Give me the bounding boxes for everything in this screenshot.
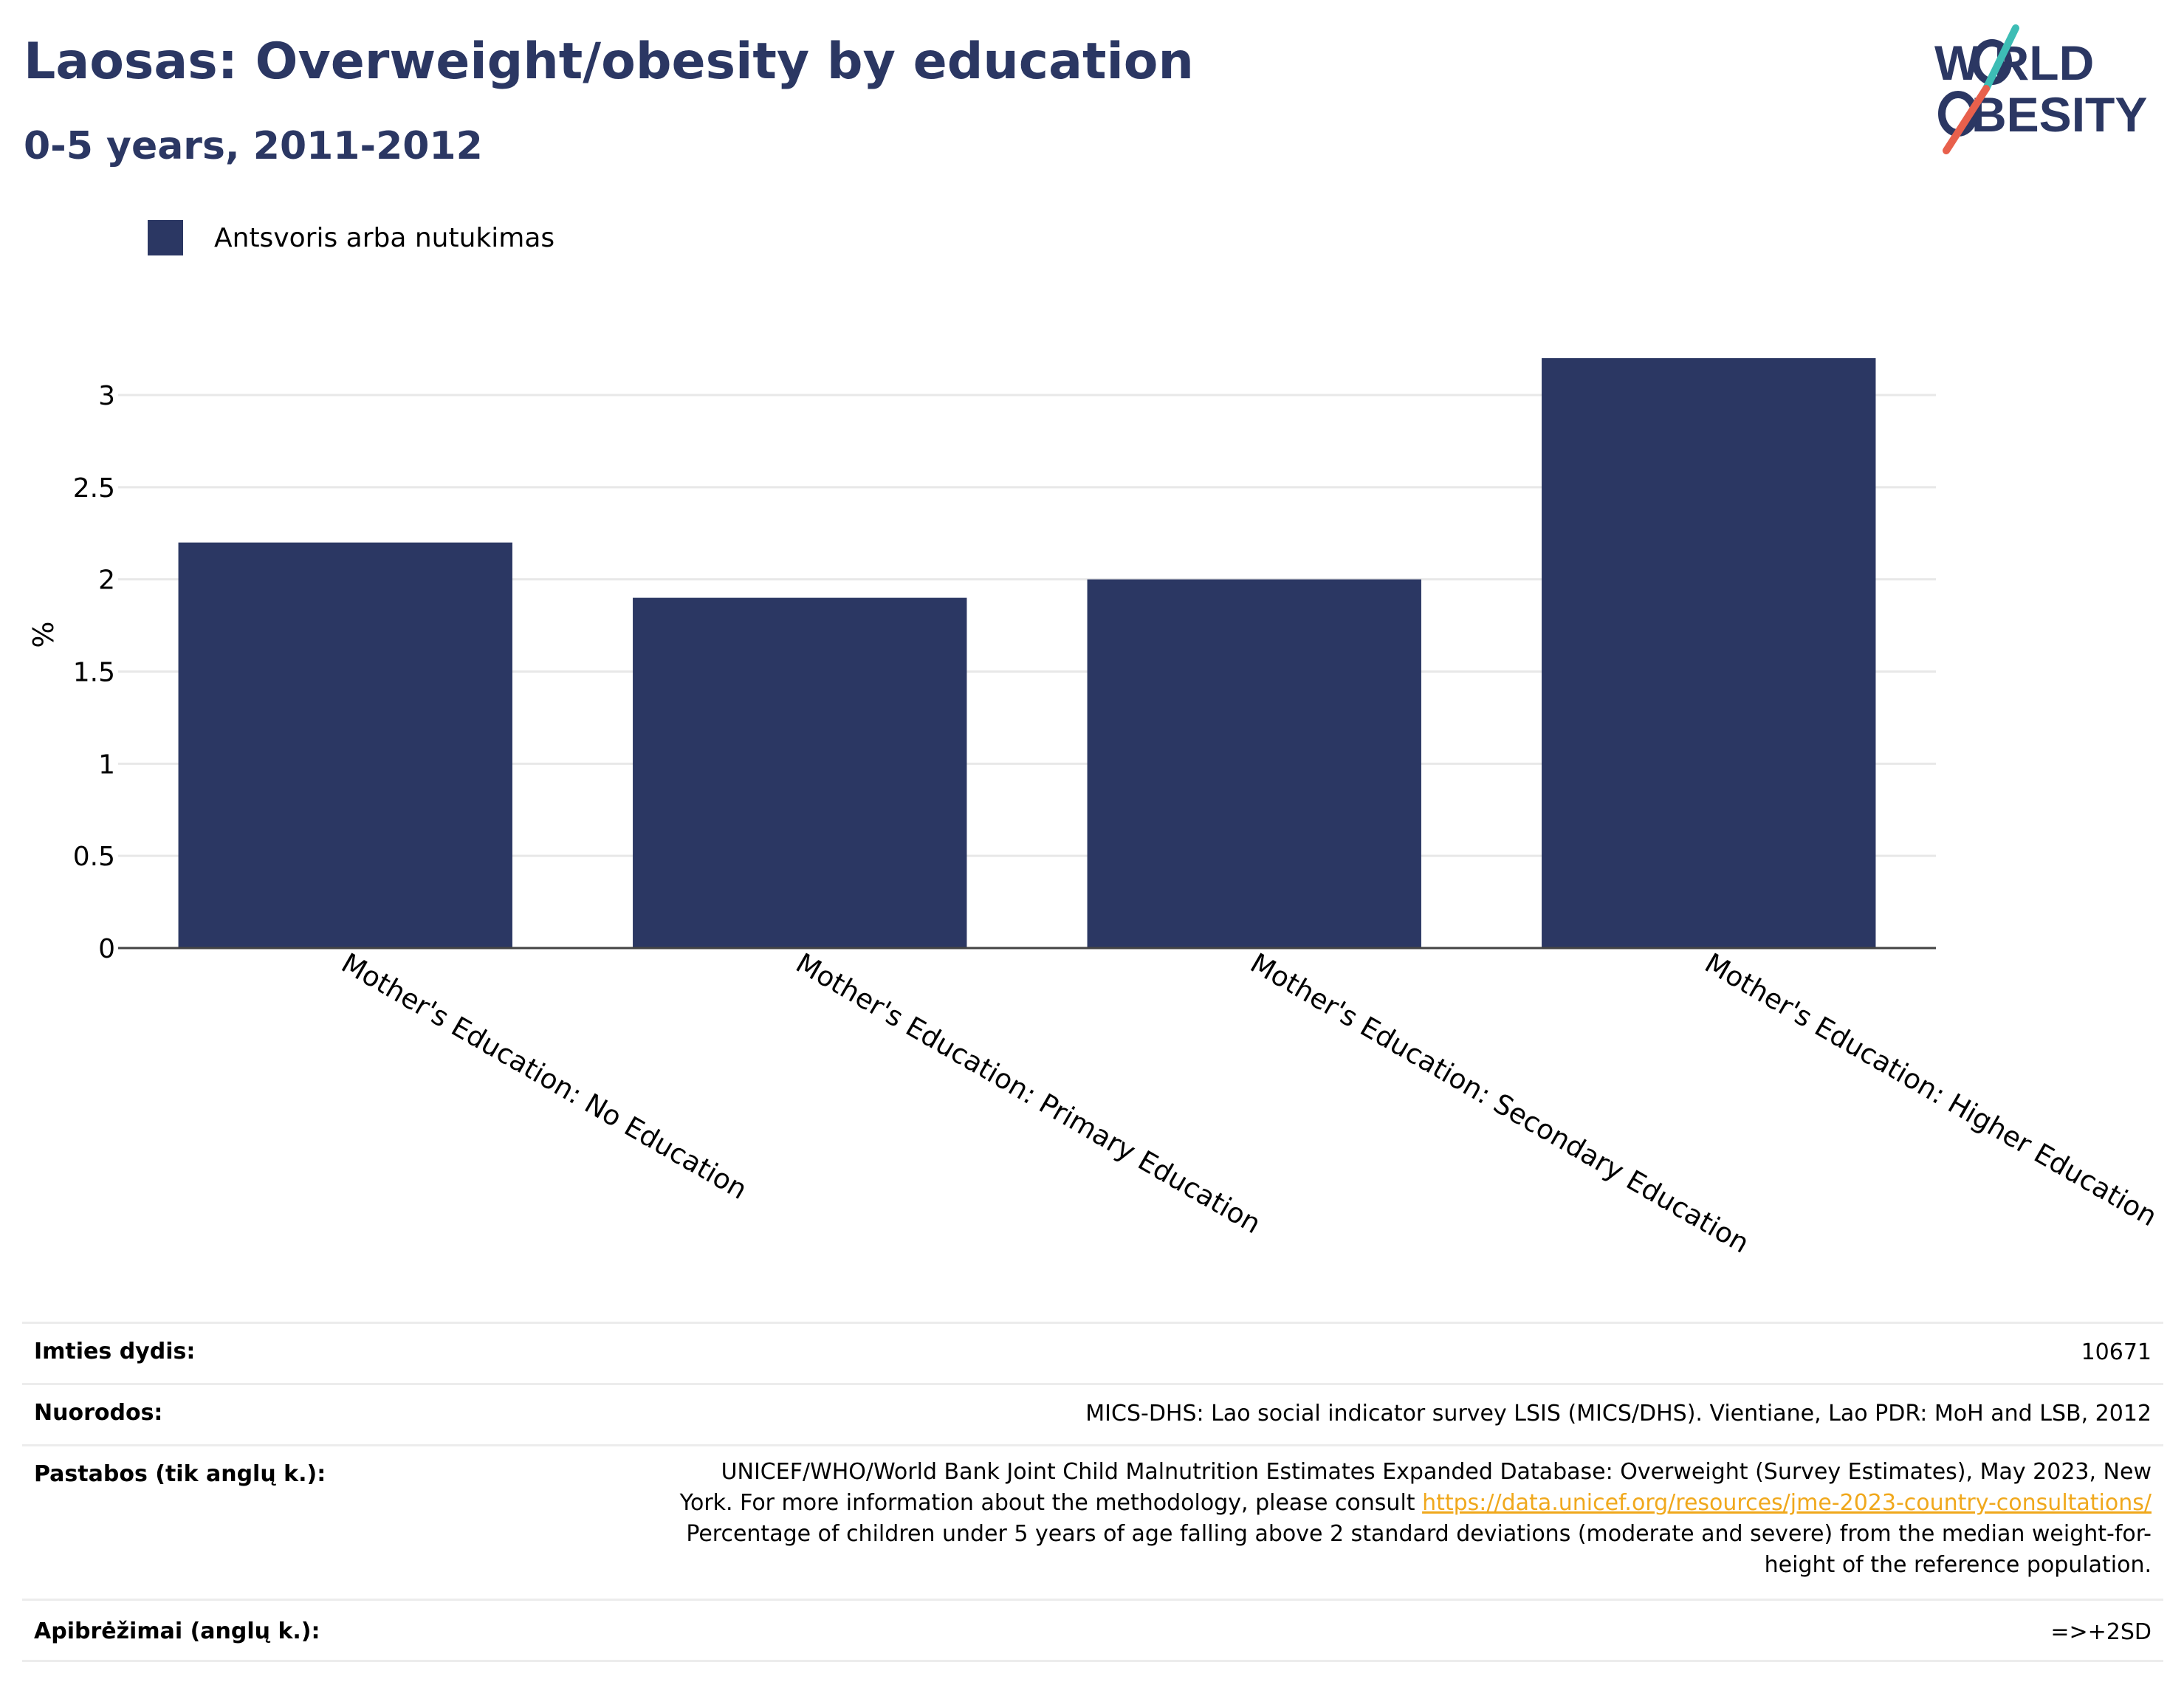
info-row-notes: Pastabos (tik anglų k.): UNICEF/WHO/Worl… bbox=[22, 1444, 2163, 1599]
references-value: MICS-DHS: Lao social indicator survey LS… bbox=[1085, 1401, 2152, 1427]
bar bbox=[178, 542, 512, 948]
notes-link[interactable]: https://data.unicef.org/resources/jme-20… bbox=[1422, 1490, 2152, 1516]
y-tick-label: 2.5 bbox=[73, 473, 115, 504]
info-row-references: Nuorodos: MICS-DHS: Lao social indicator… bbox=[22, 1383, 2163, 1444]
y-tick-label: 0.5 bbox=[73, 842, 115, 872]
notes-line-1: UNICEF/WHO/World Bank Joint Child Malnut… bbox=[721, 1459, 2152, 1485]
definitions-label: Apibrėžimai (anglų k.): bbox=[34, 1618, 320, 1644]
info-row-definitions: Apibrėžimai (anglų k.): =>+2SD bbox=[22, 1599, 2163, 1662]
chart-subtitle: 0-5 years, 2011-2012 bbox=[24, 124, 483, 168]
notes-line-2-text: York. For more information about the met… bbox=[679, 1490, 1415, 1516]
y-tick-label: 1 bbox=[98, 749, 115, 780]
info-table: Imties dydis: 10671 Nuorodos: MICS-DHS: … bbox=[22, 1322, 2163, 1662]
x-tick-label: Mother's Education: No Education bbox=[336, 947, 752, 1206]
notes-line-4: height of the reference population. bbox=[1764, 1552, 2152, 1578]
y-axis-label: % bbox=[27, 622, 60, 648]
y-tick-label: 0 bbox=[98, 934, 115, 964]
chart-title: Laosas: Overweight/obesity by education bbox=[24, 32, 1194, 91]
x-tick-label: Mother's Education: Secondary Education bbox=[1245, 947, 1754, 1260]
sample-size-value: 10671 bbox=[2081, 1339, 2152, 1365]
world-obesity-logo: W RLD BESITY bbox=[1934, 24, 2147, 154]
sample-size-label: Imties dydis: bbox=[34, 1339, 196, 1364]
y-tick-label: 2 bbox=[98, 566, 115, 596]
bar-chart: 0 0.5 1 1.5 2 2.5 3 Mother's Education: No Educ… bbox=[27, 358, 2163, 1260]
legend-swatch bbox=[148, 220, 183, 255]
references-label: Nuorodos: bbox=[34, 1400, 163, 1426]
bar bbox=[633, 597, 967, 948]
logo-line-1: W RLD bbox=[1934, 35, 2094, 90]
x-tick-label: Mother's Education: Higher Education bbox=[1700, 947, 2163, 1233]
bar bbox=[1087, 579, 1421, 948]
y-tick-label: 1.5 bbox=[73, 658, 115, 688]
notes-line-3: Percentage of children under 5 years of … bbox=[686, 1521, 2152, 1547]
x-tick-label: Mother's Education: Primary Education bbox=[791, 947, 1266, 1240]
info-row-sample-size: Imties dydis: 10671 bbox=[22, 1322, 2163, 1383]
notes-line-2: York. For more information about the met… bbox=[680, 1488, 2152, 1519]
notes-label: Pastabos (tik anglų k.): bbox=[34, 1461, 326, 1487]
logo-line-2: BESITY bbox=[1971, 87, 2147, 142]
definitions-value: =>+2SD bbox=[2050, 1619, 2152, 1645]
legend-label: Antsvoris arba nutukimas bbox=[214, 223, 555, 253]
notes-value: UNICEF/WHO/World Bank Joint Child Malnut… bbox=[680, 1446, 2163, 1581]
y-tick-label: 3 bbox=[98, 381, 115, 411]
logo-slash-top bbox=[1982, 24, 2019, 92]
logo-slash-bottom bbox=[1943, 85, 1990, 154]
bar bbox=[1542, 358, 1876, 949]
